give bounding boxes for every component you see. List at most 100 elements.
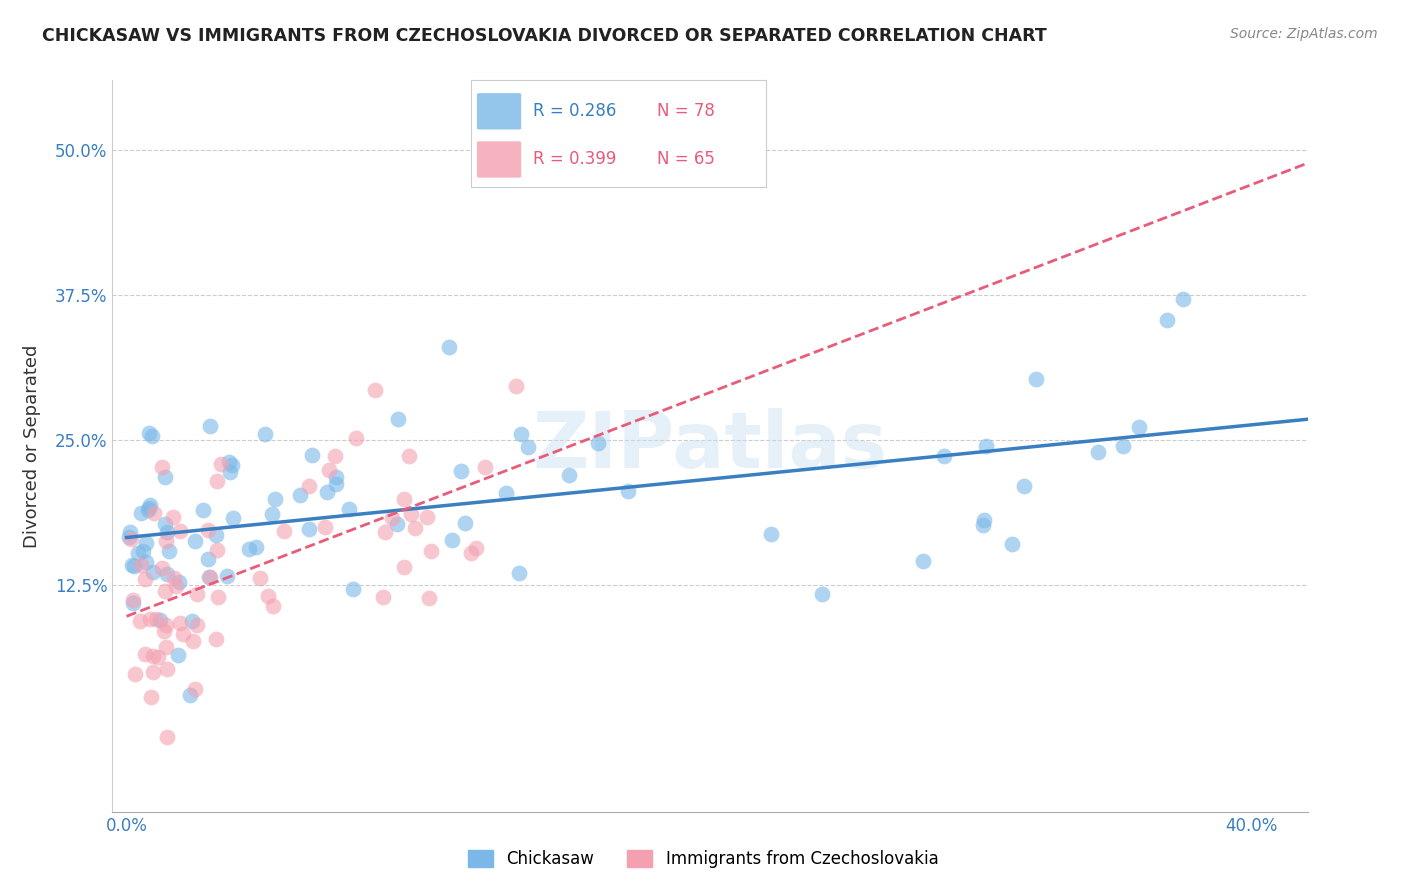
Point — [617, 483, 640, 498]
Point — [120, 525, 142, 540]
Point — [325, 477, 347, 491]
Point — [129, 558, 152, 572]
Point — [145, 612, 167, 626]
Point — [197, 524, 219, 538]
Text: ZIPatlas: ZIPatlas — [533, 408, 887, 484]
Point — [219, 465, 242, 479]
Point — [374, 525, 396, 540]
Point — [138, 501, 160, 516]
Point — [288, 488, 311, 502]
Point — [1025, 372, 1047, 386]
Point — [273, 524, 295, 538]
Point — [238, 542, 260, 557]
Point — [558, 467, 581, 482]
FancyBboxPatch shape — [477, 93, 522, 129]
Point — [200, 418, 222, 433]
Point — [197, 552, 219, 566]
Point — [450, 464, 472, 478]
Point — [387, 412, 409, 426]
Point — [209, 457, 232, 471]
Point — [418, 591, 440, 606]
Point — [169, 615, 191, 630]
Point — [245, 540, 267, 554]
Point — [419, 544, 441, 558]
Text: N = 65: N = 65 — [657, 151, 714, 169]
Point — [186, 618, 208, 632]
Point — [122, 559, 145, 574]
Point — [464, 541, 486, 556]
Point — [973, 513, 995, 527]
Point — [181, 634, 204, 648]
Point — [1156, 313, 1178, 327]
Point — [508, 566, 530, 580]
Point — [155, 618, 177, 632]
Text: R = 0.399: R = 0.399 — [533, 151, 616, 169]
Point — [180, 614, 202, 628]
Point — [976, 439, 998, 453]
Point — [153, 624, 176, 638]
Point — [301, 448, 323, 462]
Text: N = 78: N = 78 — [657, 103, 714, 120]
Point — [298, 479, 321, 493]
Point — [385, 517, 408, 532]
Point — [165, 579, 187, 593]
Point — [398, 449, 420, 463]
Point — [163, 571, 186, 585]
Point — [146, 649, 169, 664]
Point — [121, 558, 143, 572]
Point — [134, 648, 156, 662]
Point — [1012, 478, 1035, 492]
Point — [204, 528, 226, 542]
Point — [218, 455, 240, 469]
Point — [149, 614, 172, 628]
Point — [392, 560, 415, 574]
Point — [416, 510, 439, 524]
Point — [344, 431, 367, 445]
Point — [155, 583, 177, 598]
Point — [150, 460, 173, 475]
Point — [200, 570, 222, 584]
Point — [138, 498, 160, 512]
Point — [162, 510, 184, 524]
Point — [221, 458, 243, 473]
Point — [155, 470, 177, 484]
Point — [516, 440, 538, 454]
Point — [155, 640, 177, 654]
Point — [217, 568, 239, 582]
Point — [474, 460, 496, 475]
Point — [169, 574, 191, 589]
Point — [1000, 537, 1022, 551]
Point — [186, 587, 208, 601]
Point — [167, 648, 190, 663]
Point — [205, 632, 228, 646]
Point — [912, 554, 935, 568]
Point — [316, 485, 339, 500]
Point — [759, 527, 782, 541]
Point — [364, 383, 387, 397]
Point — [454, 516, 477, 530]
Point — [337, 502, 360, 516]
Point — [184, 534, 207, 549]
Point — [325, 470, 347, 484]
Point — [132, 543, 155, 558]
Point — [120, 532, 142, 546]
Point — [122, 593, 145, 607]
Y-axis label: Divorced or Separated: Divorced or Separated — [22, 344, 41, 548]
Point — [318, 463, 340, 477]
Point — [262, 599, 284, 613]
Point — [155, 533, 177, 548]
Point — [156, 524, 179, 539]
Point — [1128, 419, 1150, 434]
Point — [1087, 444, 1109, 458]
Point — [193, 502, 215, 516]
Point — [460, 546, 482, 560]
Point — [156, 567, 179, 582]
Point — [150, 561, 173, 575]
Point — [263, 491, 285, 506]
Point — [207, 590, 229, 604]
Point — [129, 614, 152, 628]
Point — [157, 544, 180, 558]
Point — [314, 520, 336, 534]
Point — [155, 516, 177, 531]
Point — [122, 596, 145, 610]
